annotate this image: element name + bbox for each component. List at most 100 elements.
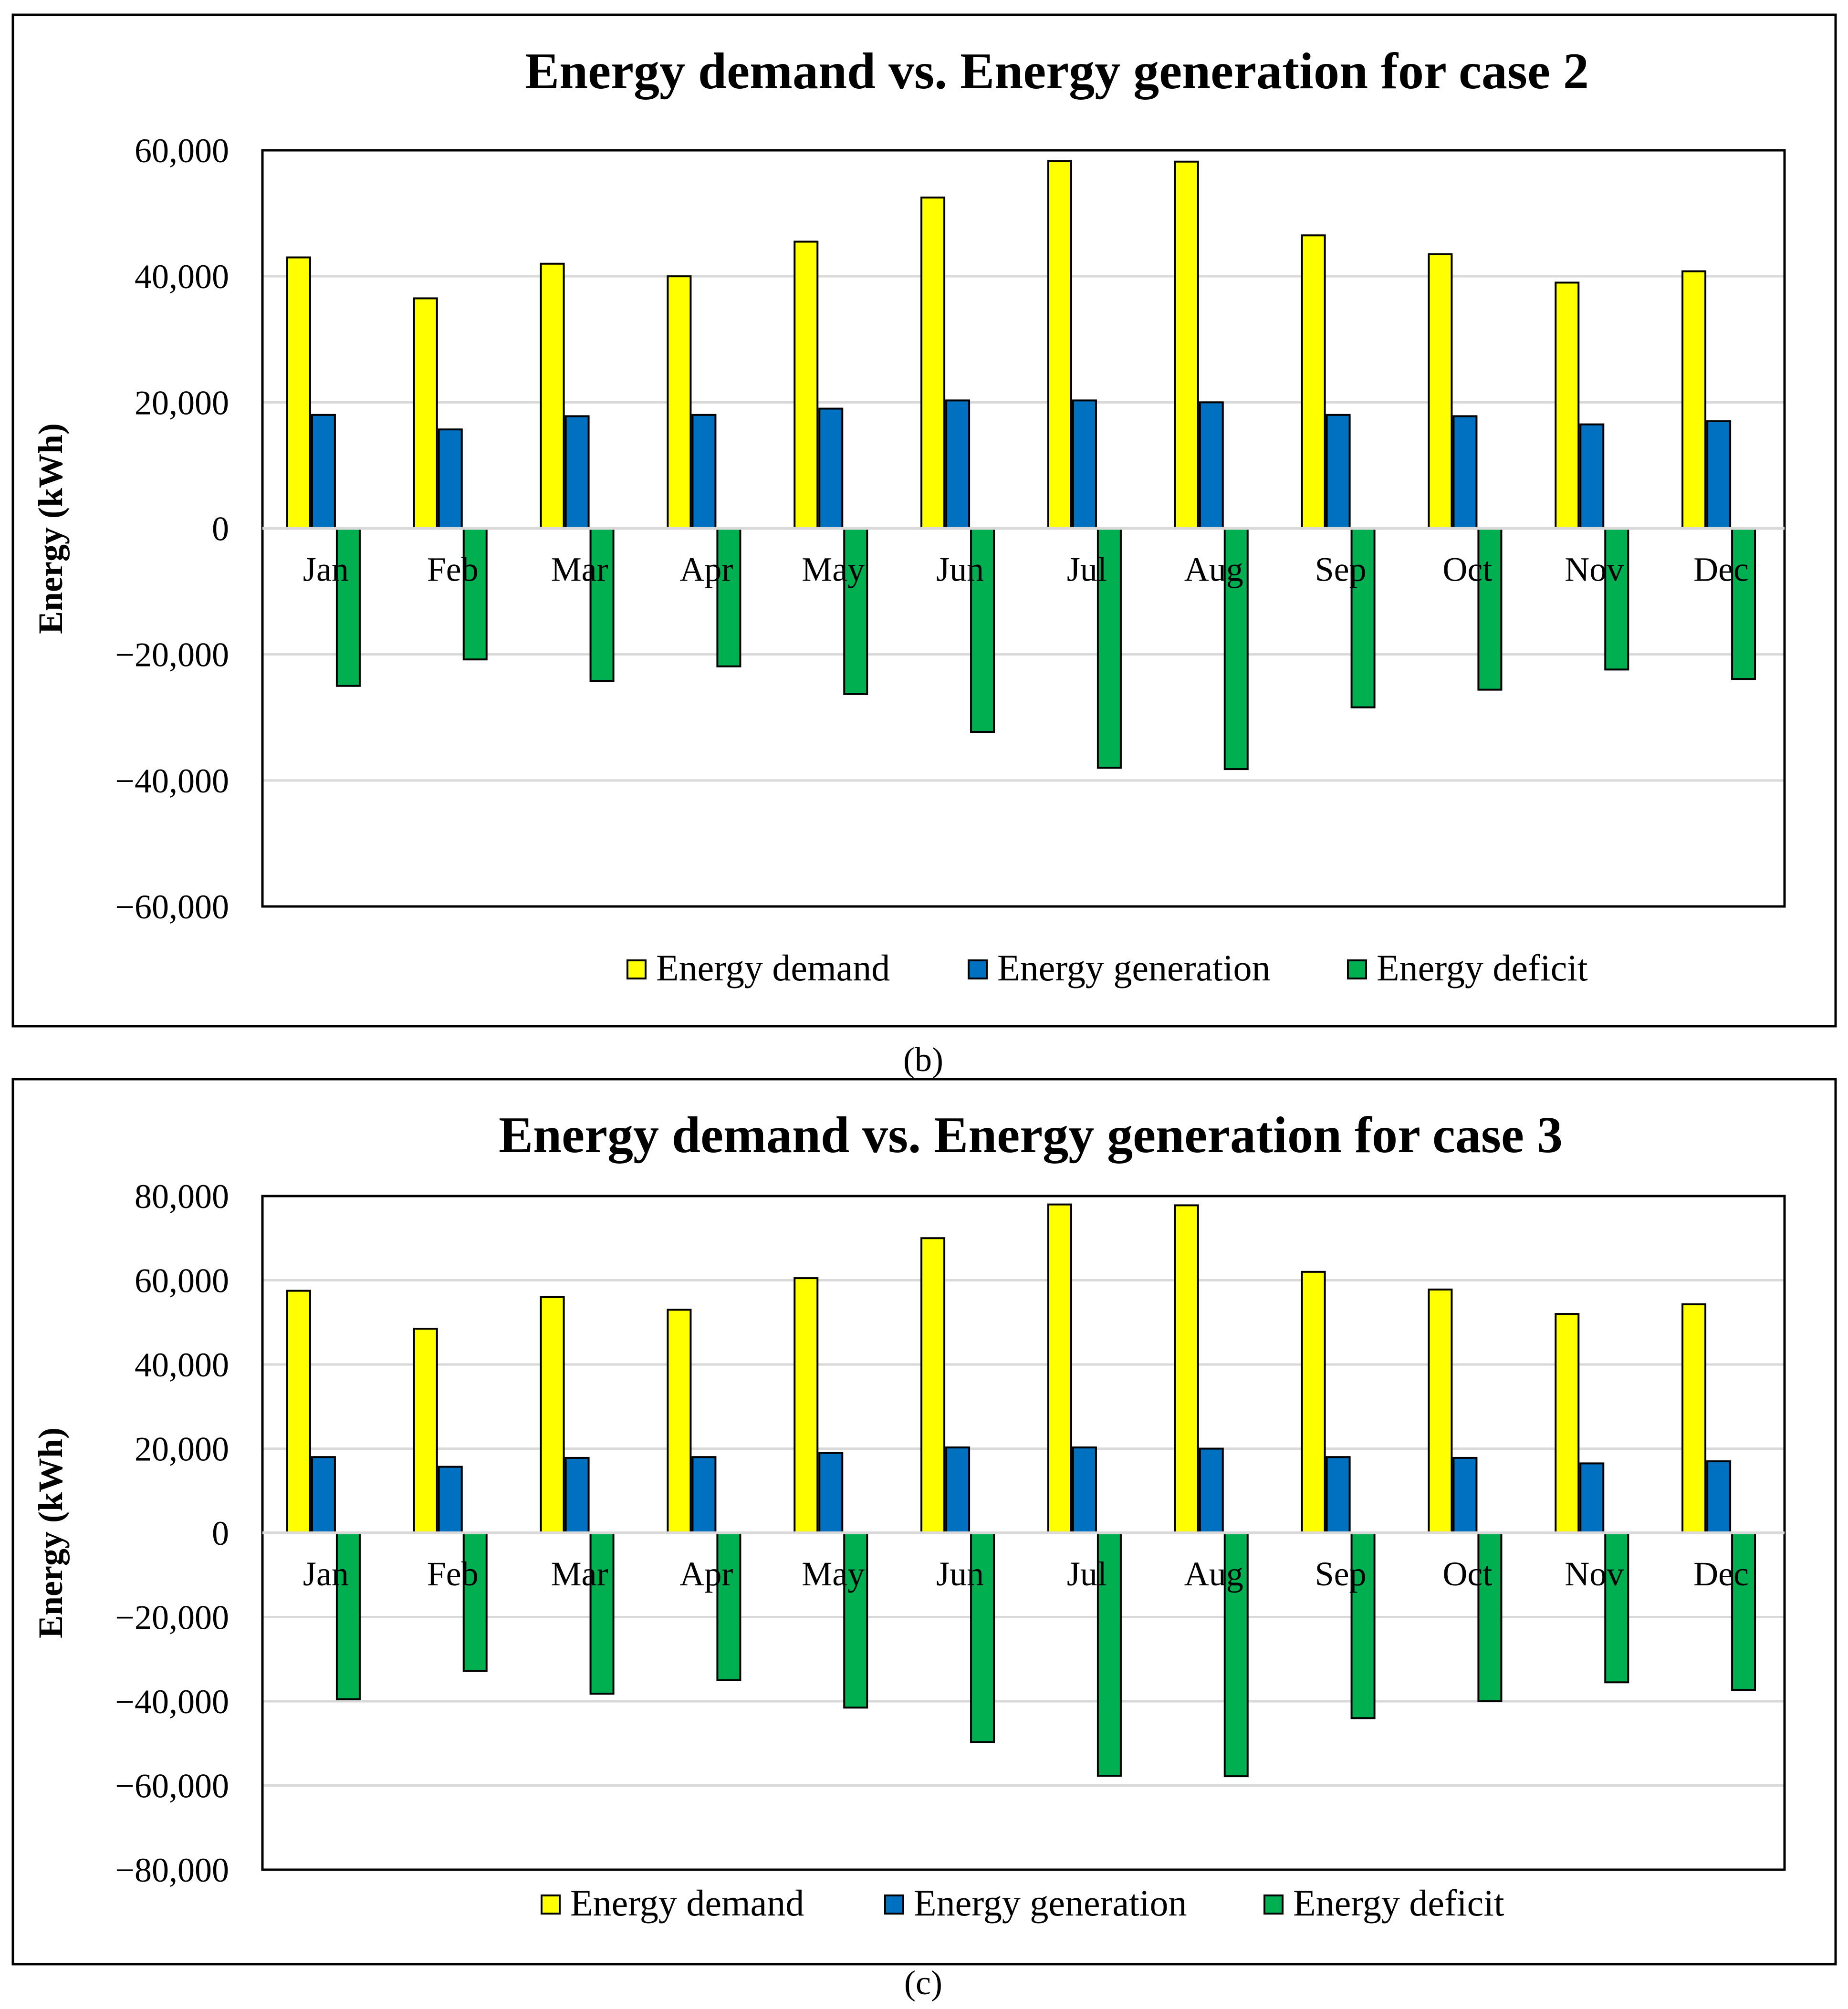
bar-deficit-mar <box>589 527 615 682</box>
y-tick-label: −40,000 <box>115 1683 229 1721</box>
bar-demand-jan <box>286 256 311 530</box>
x-tick-label: Apr <box>679 1555 733 1593</box>
bar-deficit-oct <box>1477 1532 1503 1702</box>
x-tick-label: May <box>802 1555 865 1593</box>
bar-demand-jun <box>920 197 946 530</box>
bar-demand-oct <box>1428 253 1453 530</box>
bar-deficit-jan <box>335 527 361 687</box>
y-axis-label: Energy (kWh) <box>31 1427 70 1638</box>
bar-deficit-aug <box>1223 1532 1249 1778</box>
bar-generation-may <box>818 1452 844 1534</box>
x-tick-label: Jun <box>936 1555 984 1593</box>
x-tick-label: Jul <box>1067 1555 1107 1593</box>
bar-demand-dec <box>1681 270 1707 530</box>
x-tick-label: Jun <box>936 551 984 589</box>
bar-generation-jul <box>1072 1446 1097 1534</box>
bar-demand-jul <box>1047 1203 1072 1534</box>
x-tick-label: Oct <box>1442 1555 1492 1593</box>
bar-deficit-nov <box>1604 527 1629 671</box>
y-tick-label: 40,000 <box>135 258 229 296</box>
bar-demand-mar <box>540 262 565 530</box>
bar-deficit-aug <box>1223 527 1249 770</box>
chart-b: Energy demand vs. Energy generation for … <box>11 13 1837 1079</box>
bar-deficit-jan <box>335 1532 361 1700</box>
y-tick-label: −80,000 <box>115 1851 229 1889</box>
bar-deficit-sep <box>1350 1532 1376 1719</box>
y-tick-label: −40,000 <box>115 762 229 800</box>
x-tick-label: Mar <box>551 551 608 589</box>
bar-generation-nov <box>1579 423 1605 530</box>
bar-demand-sep <box>1301 234 1326 530</box>
x-tick-label: Sep <box>1315 1555 1367 1593</box>
bar-demand-jan <box>286 1290 311 1534</box>
x-tick-label: Nov <box>1565 551 1624 589</box>
bar-demand-jun <box>920 1237 946 1534</box>
bar-generation-mar <box>564 415 590 530</box>
bar-generation-dec <box>1706 1460 1732 1534</box>
x-tick-label: Oct <box>1442 551 1492 589</box>
y-tick-label: −60,000 <box>115 1767 229 1805</box>
x-tick-label: Dec <box>1693 1555 1749 1593</box>
bar-generation-mar <box>564 1457 590 1534</box>
legend-swatch-generation <box>968 959 988 979</box>
x-tick-label: Mar <box>551 1555 608 1593</box>
bar-deficit-sep <box>1350 527 1376 708</box>
bar-generation-jul <box>1072 399 1097 530</box>
bar-deficit-mar <box>589 1532 615 1695</box>
bar-deficit-jun <box>970 527 995 733</box>
bar-deficit-apr <box>716 1532 741 1681</box>
y-tick-label: 20,000 <box>135 1430 229 1468</box>
x-tick-label: Jan <box>303 1555 349 1593</box>
bar-generation-may <box>818 407 844 530</box>
bar-generation-jan <box>311 1456 336 1534</box>
y-tick-label: 60,000 <box>135 132 229 170</box>
bar-demand-oct <box>1428 1288 1453 1534</box>
bar-demand-feb <box>413 1327 438 1534</box>
bar-generation-jun <box>945 1446 971 1534</box>
bar-generation-jan <box>311 414 336 530</box>
y-tick-label: −20,000 <box>115 1599 229 1637</box>
legend-label-demand: Energy demand <box>656 947 890 989</box>
y-tick-label: 40,000 <box>135 1346 229 1384</box>
bar-demand-feb <box>413 297 438 530</box>
bar-deficit-apr <box>716 527 741 667</box>
legend-swatch-demand <box>541 1894 561 1915</box>
bar-generation-aug <box>1199 1447 1224 1534</box>
bar-generation-apr <box>691 1456 717 1534</box>
bar-generation-oct <box>1452 1457 1478 1534</box>
bar-demand-sep <box>1301 1270 1326 1534</box>
bar-generation-apr <box>691 414 717 530</box>
bar-deficit-feb <box>462 527 488 661</box>
chart-title: Energy demand vs. Energy generation for … <box>499 1107 1563 1164</box>
panel-caption: (c) <box>904 1964 942 2002</box>
panel-caption: (b) <box>903 1041 943 1079</box>
x-tick-label: Sep <box>1315 551 1367 589</box>
legend-label-generation: Energy generation <box>914 1882 1187 1924</box>
bar-demand-apr <box>667 275 692 530</box>
bar-demand-aug <box>1174 1204 1199 1534</box>
bar-demand-jul <box>1047 160 1072 530</box>
bar-deficit-dec <box>1731 527 1756 680</box>
y-tick-label: −20,000 <box>115 636 229 674</box>
bar-demand-nov <box>1555 281 1580 530</box>
bar-generation-aug <box>1199 401 1224 530</box>
bar-generation-oct <box>1452 415 1478 530</box>
bar-demand-aug <box>1174 160 1199 530</box>
bar-demand-mar <box>540 1296 565 1534</box>
bar-deficit-jun <box>970 1532 995 1743</box>
legend-swatch-demand <box>626 959 647 979</box>
bar-generation-sep <box>1326 414 1351 530</box>
chart-c: Energy demand vs. Energy generation for … <box>11 1078 1837 2002</box>
bar-deficit-nov <box>1604 1532 1629 1684</box>
y-tick-label: 20,000 <box>135 384 229 422</box>
bar-demand-apr <box>667 1309 692 1534</box>
x-tick-label: Aug <box>1184 551 1243 589</box>
x-tick-label: Feb <box>427 1555 479 1593</box>
legend-swatch-generation <box>884 1894 904 1915</box>
legend-label-generation: Energy generation <box>997 947 1271 989</box>
bar-generation-feb <box>438 1466 463 1534</box>
x-tick-label: May <box>802 551 865 589</box>
legend-swatch-deficit <box>1347 959 1367 979</box>
legend-label-deficit: Energy deficit <box>1377 947 1588 989</box>
